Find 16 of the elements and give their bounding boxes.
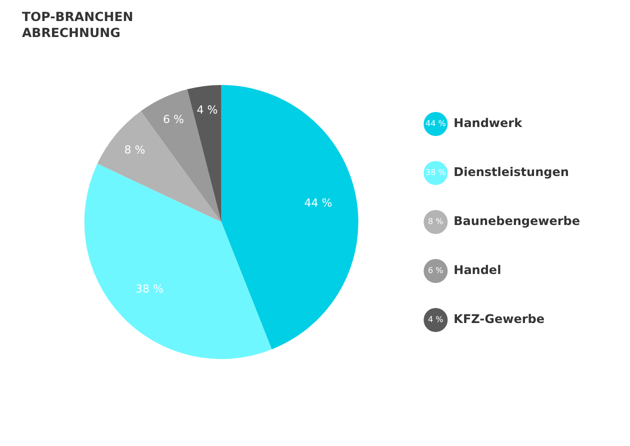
legend-label: Dienstleistungen xyxy=(454,165,569,180)
data-label: 44 % xyxy=(304,196,332,210)
legend-label: Handwerk xyxy=(454,116,524,130)
data-label: 8 % xyxy=(124,143,146,156)
legend-label: KFZ-Gewerbe xyxy=(454,312,544,326)
chart-title: TOP-BRANCHEN ABRECHNUNG xyxy=(22,9,134,41)
text: 8 % xyxy=(428,217,444,226)
text: 6 % xyxy=(428,266,444,276)
text: 4 % xyxy=(428,315,444,324)
legend-label: Handel xyxy=(454,263,502,278)
data-label: 6 % xyxy=(163,113,184,126)
legend-label: Baunebengewerbe xyxy=(454,214,580,228)
text: 38 % xyxy=(425,168,446,178)
text: 44 % xyxy=(425,119,446,128)
data-label: 4 % xyxy=(196,103,218,116)
data-label: 38 % xyxy=(135,282,164,296)
